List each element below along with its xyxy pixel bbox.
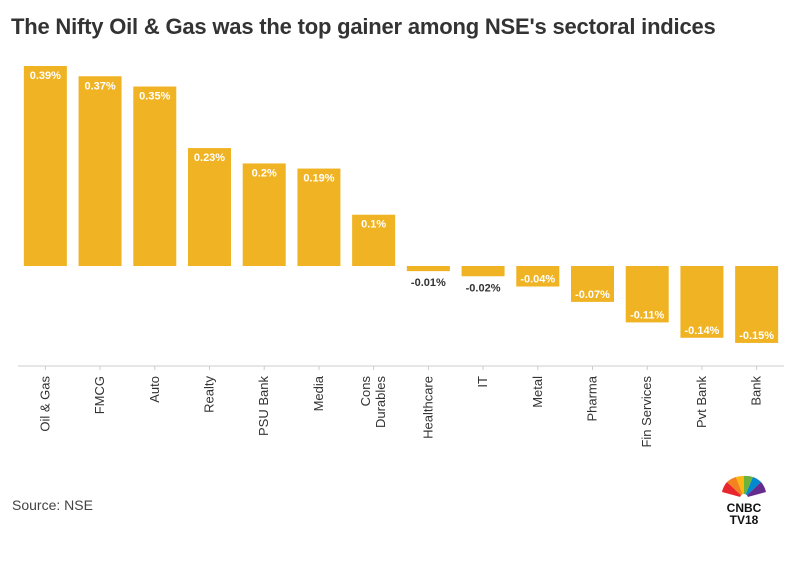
data-label-6: 0.19% <box>303 173 334 185</box>
category-label-12: Fin Services <box>639 376 654 448</box>
bar-5 <box>242 163 286 266</box>
bar-7 <box>352 214 396 266</box>
category-label-11: Pharma <box>585 375 600 421</box>
bar-1 <box>23 66 67 266</box>
bar-14 <box>735 266 779 343</box>
bar-11 <box>571 266 614 302</box>
category-label-7-line2: Durables <box>373 376 388 429</box>
data-label-3: 0.35% <box>139 91 170 103</box>
data-label-2: 0.37% <box>84 80 115 92</box>
category-label-8: Healthcare <box>420 376 435 439</box>
bar-13 <box>680 266 724 338</box>
bar-9 <box>461 266 505 277</box>
cnbc-peacock-logo-icon <box>722 475 766 502</box>
data-label-1: 0.39% <box>30 70 61 82</box>
chart-title: The Nifty Oil & Gas was the top gainer a… <box>11 14 716 39</box>
category-label-14: Bank <box>749 376 764 406</box>
data-label-13: -0.14% <box>684 325 719 337</box>
bar-2 <box>78 76 122 266</box>
category-label-10: Metal <box>530 376 545 408</box>
data-label-8: -0.01% <box>411 277 446 289</box>
data-label-4: 0.23% <box>194 152 225 164</box>
category-label-7-line1: Cons <box>358 376 373 407</box>
cnbc-logo-text: CNBC TV18 <box>712 502 776 526</box>
category-label-9: IT <box>475 376 490 388</box>
data-label-11: -0.07% <box>575 289 610 301</box>
bar-4 <box>188 148 231 266</box>
category-label-4: Realty <box>202 376 217 413</box>
data-label-9: -0.02% <box>466 282 501 294</box>
category-label-13: Pvt Bank <box>694 376 709 429</box>
bar-12 <box>625 266 669 323</box>
bar-chart: 0.39% Oil & Gas 0.37% FMCG 0.35% Auto 0.23% Rea… <box>18 66 784 448</box>
bar-3 <box>133 86 177 266</box>
category-label-1: Oil & Gas <box>37 376 52 432</box>
bar-10 <box>516 266 560 287</box>
bar-6 <box>297 168 341 266</box>
source-note: Source: NSE <box>12 497 93 513</box>
category-label-5: PSU Bank <box>256 376 271 436</box>
data-label-12: -0.11% <box>630 309 664 321</box>
data-label-14: -0.15% <box>739 330 774 342</box>
data-label-10: -0.04% <box>520 274 555 286</box>
logo-line1: CNBC <box>726 501 762 515</box>
data-label-7: 0.1% <box>361 219 386 231</box>
bar-8 <box>406 266 450 272</box>
logo-line2: TV18 <box>729 513 759 527</box>
category-label-2: FMCG <box>92 376 107 414</box>
data-label-5: 0.2% <box>252 167 277 179</box>
category-label-3: Auto <box>147 376 162 403</box>
category-label-6: Media <box>311 375 326 411</box>
